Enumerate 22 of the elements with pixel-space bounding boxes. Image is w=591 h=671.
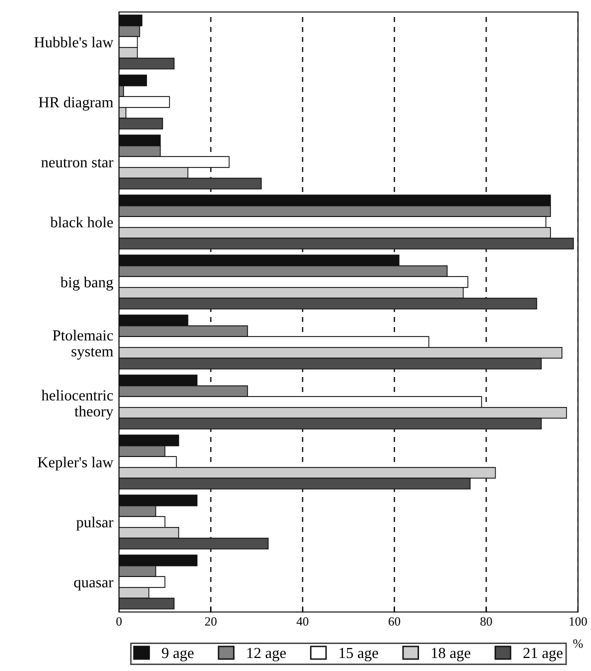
y-tick-label: Ptolemaic system [52, 330, 114, 360]
x-tick-label: 60 [388, 617, 400, 626]
legend-label: 18 age [432, 648, 470, 662]
x-tick-label: 0 [116, 617, 122, 626]
x-tick-label: 100 [570, 617, 587, 626]
y-tick-label: pulsar [76, 516, 114, 531]
y-tick-label: HR diagram [38, 96, 114, 111]
x-axis-title: % [573, 639, 583, 648]
y-tick-label: big bang [60, 276, 114, 291]
y-tick-label: Kepler's law [38, 456, 114, 471]
y-tick-label: quasar [74, 580, 114, 591]
x-tick-label: 40 [296, 617, 308, 626]
x-tick-label: 20 [205, 617, 217, 626]
y-tick-label: black hole [50, 216, 113, 228]
x-tick-label: 80 [480, 617, 492, 626]
legend-label: 9 age [162, 648, 194, 662]
y-tick-label: neutron star [41, 158, 114, 168]
legend-label: 21 age [523, 648, 563, 662]
legend-label: 15 age [340, 648, 378, 662]
y-tick-label: heliocentric theory [41, 390, 114, 420]
legend-label: 12 age [247, 648, 286, 662]
y-tick-label: Hubble's law [34, 36, 114, 48]
